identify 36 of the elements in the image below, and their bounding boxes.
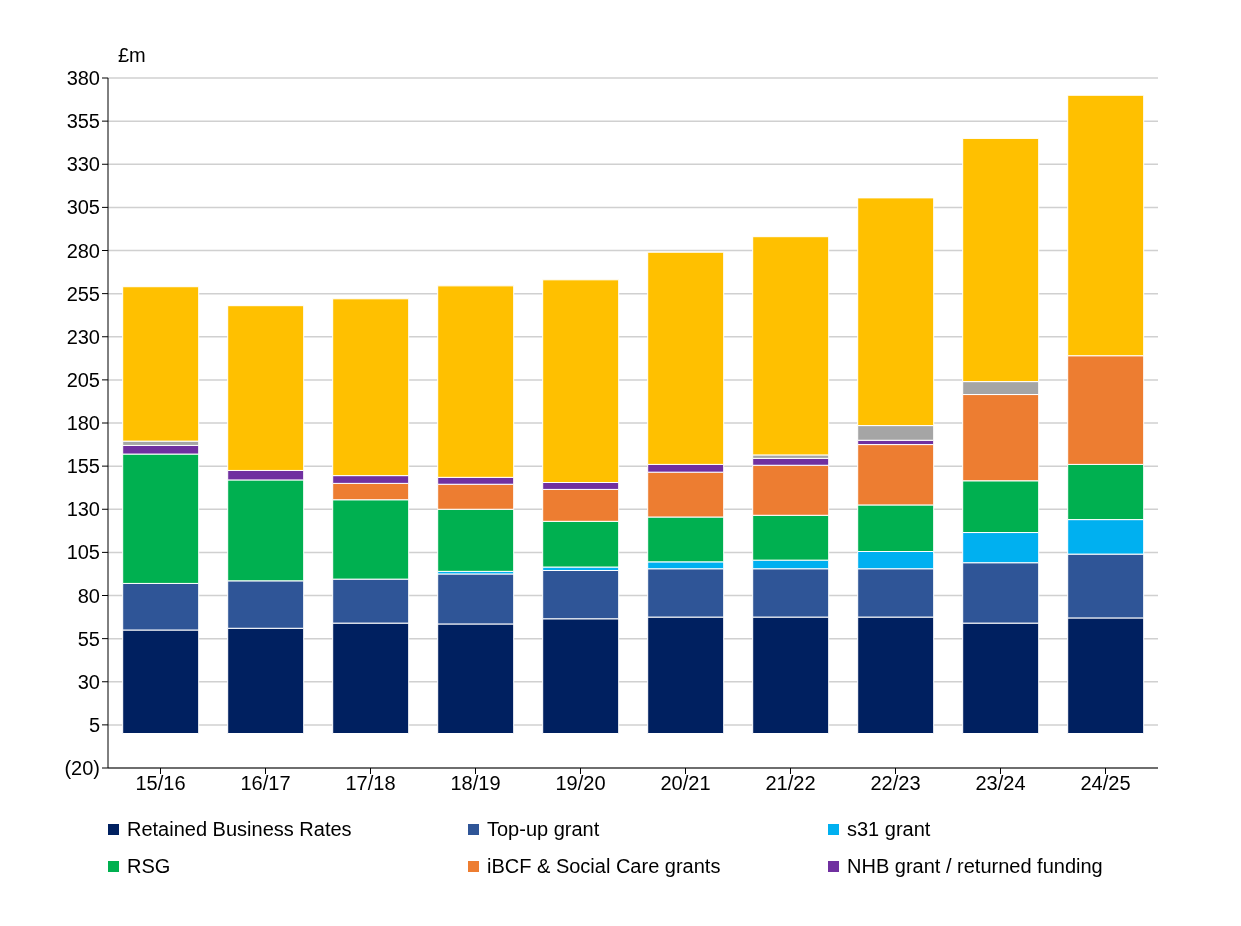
x-tick-label: 20/21: [660, 772, 711, 795]
x-tick-label: 24/25: [1080, 772, 1131, 795]
legend-label: RSG: [127, 855, 171, 878]
x-tick-label: 18/19: [450, 772, 501, 795]
y-tick-label: 205: [66, 368, 100, 391]
y-tick-label: 130: [66, 498, 100, 521]
y-tick-label: 5: [88, 713, 100, 736]
x-tick-label: 15/16: [135, 772, 186, 795]
y-tick-label: 55: [77, 627, 100, 650]
legend-label: iBCF & Social Care grants: [487, 855, 721, 878]
bar: [752, 236, 830, 456]
y-axis-title: £m: [118, 44, 146, 67]
y-tick-label: 305: [66, 196, 100, 219]
y-tick-label: (20): [64, 757, 100, 780]
y-tick-label: 280: [66, 239, 100, 262]
y-tick-label: 155: [66, 455, 100, 478]
x-tick-label: 19/20: [555, 772, 606, 795]
y-tick-label: 30: [77, 670, 100, 693]
y-tick-label: 180: [66, 412, 100, 435]
y-tick-label: 80: [77, 584, 100, 607]
x-tick-label: 22/23: [870, 772, 921, 795]
legend-label: s31 grant: [847, 818, 931, 841]
y-tick-label: 230: [66, 325, 100, 348]
legend-label: Top-up grant: [487, 818, 600, 841]
x-tick-label: 17/18: [345, 772, 396, 795]
x-tick-label: 16/17: [240, 772, 291, 795]
y-tick-label: 255: [66, 282, 100, 305]
y-tick-label: 380: [66, 67, 100, 90]
y-tick-label: 105: [66, 541, 100, 564]
x-tick-label: 23/24: [975, 772, 1026, 795]
legend-label: NHB grant / returned funding: [847, 855, 1103, 878]
x-tick-label: 21/22: [765, 772, 816, 795]
y-tick-label: 330: [66, 153, 100, 176]
bar: [122, 286, 200, 442]
y-tick-label: 355: [66, 110, 100, 133]
legend-label: Retained Business Rates: [127, 818, 352, 841]
